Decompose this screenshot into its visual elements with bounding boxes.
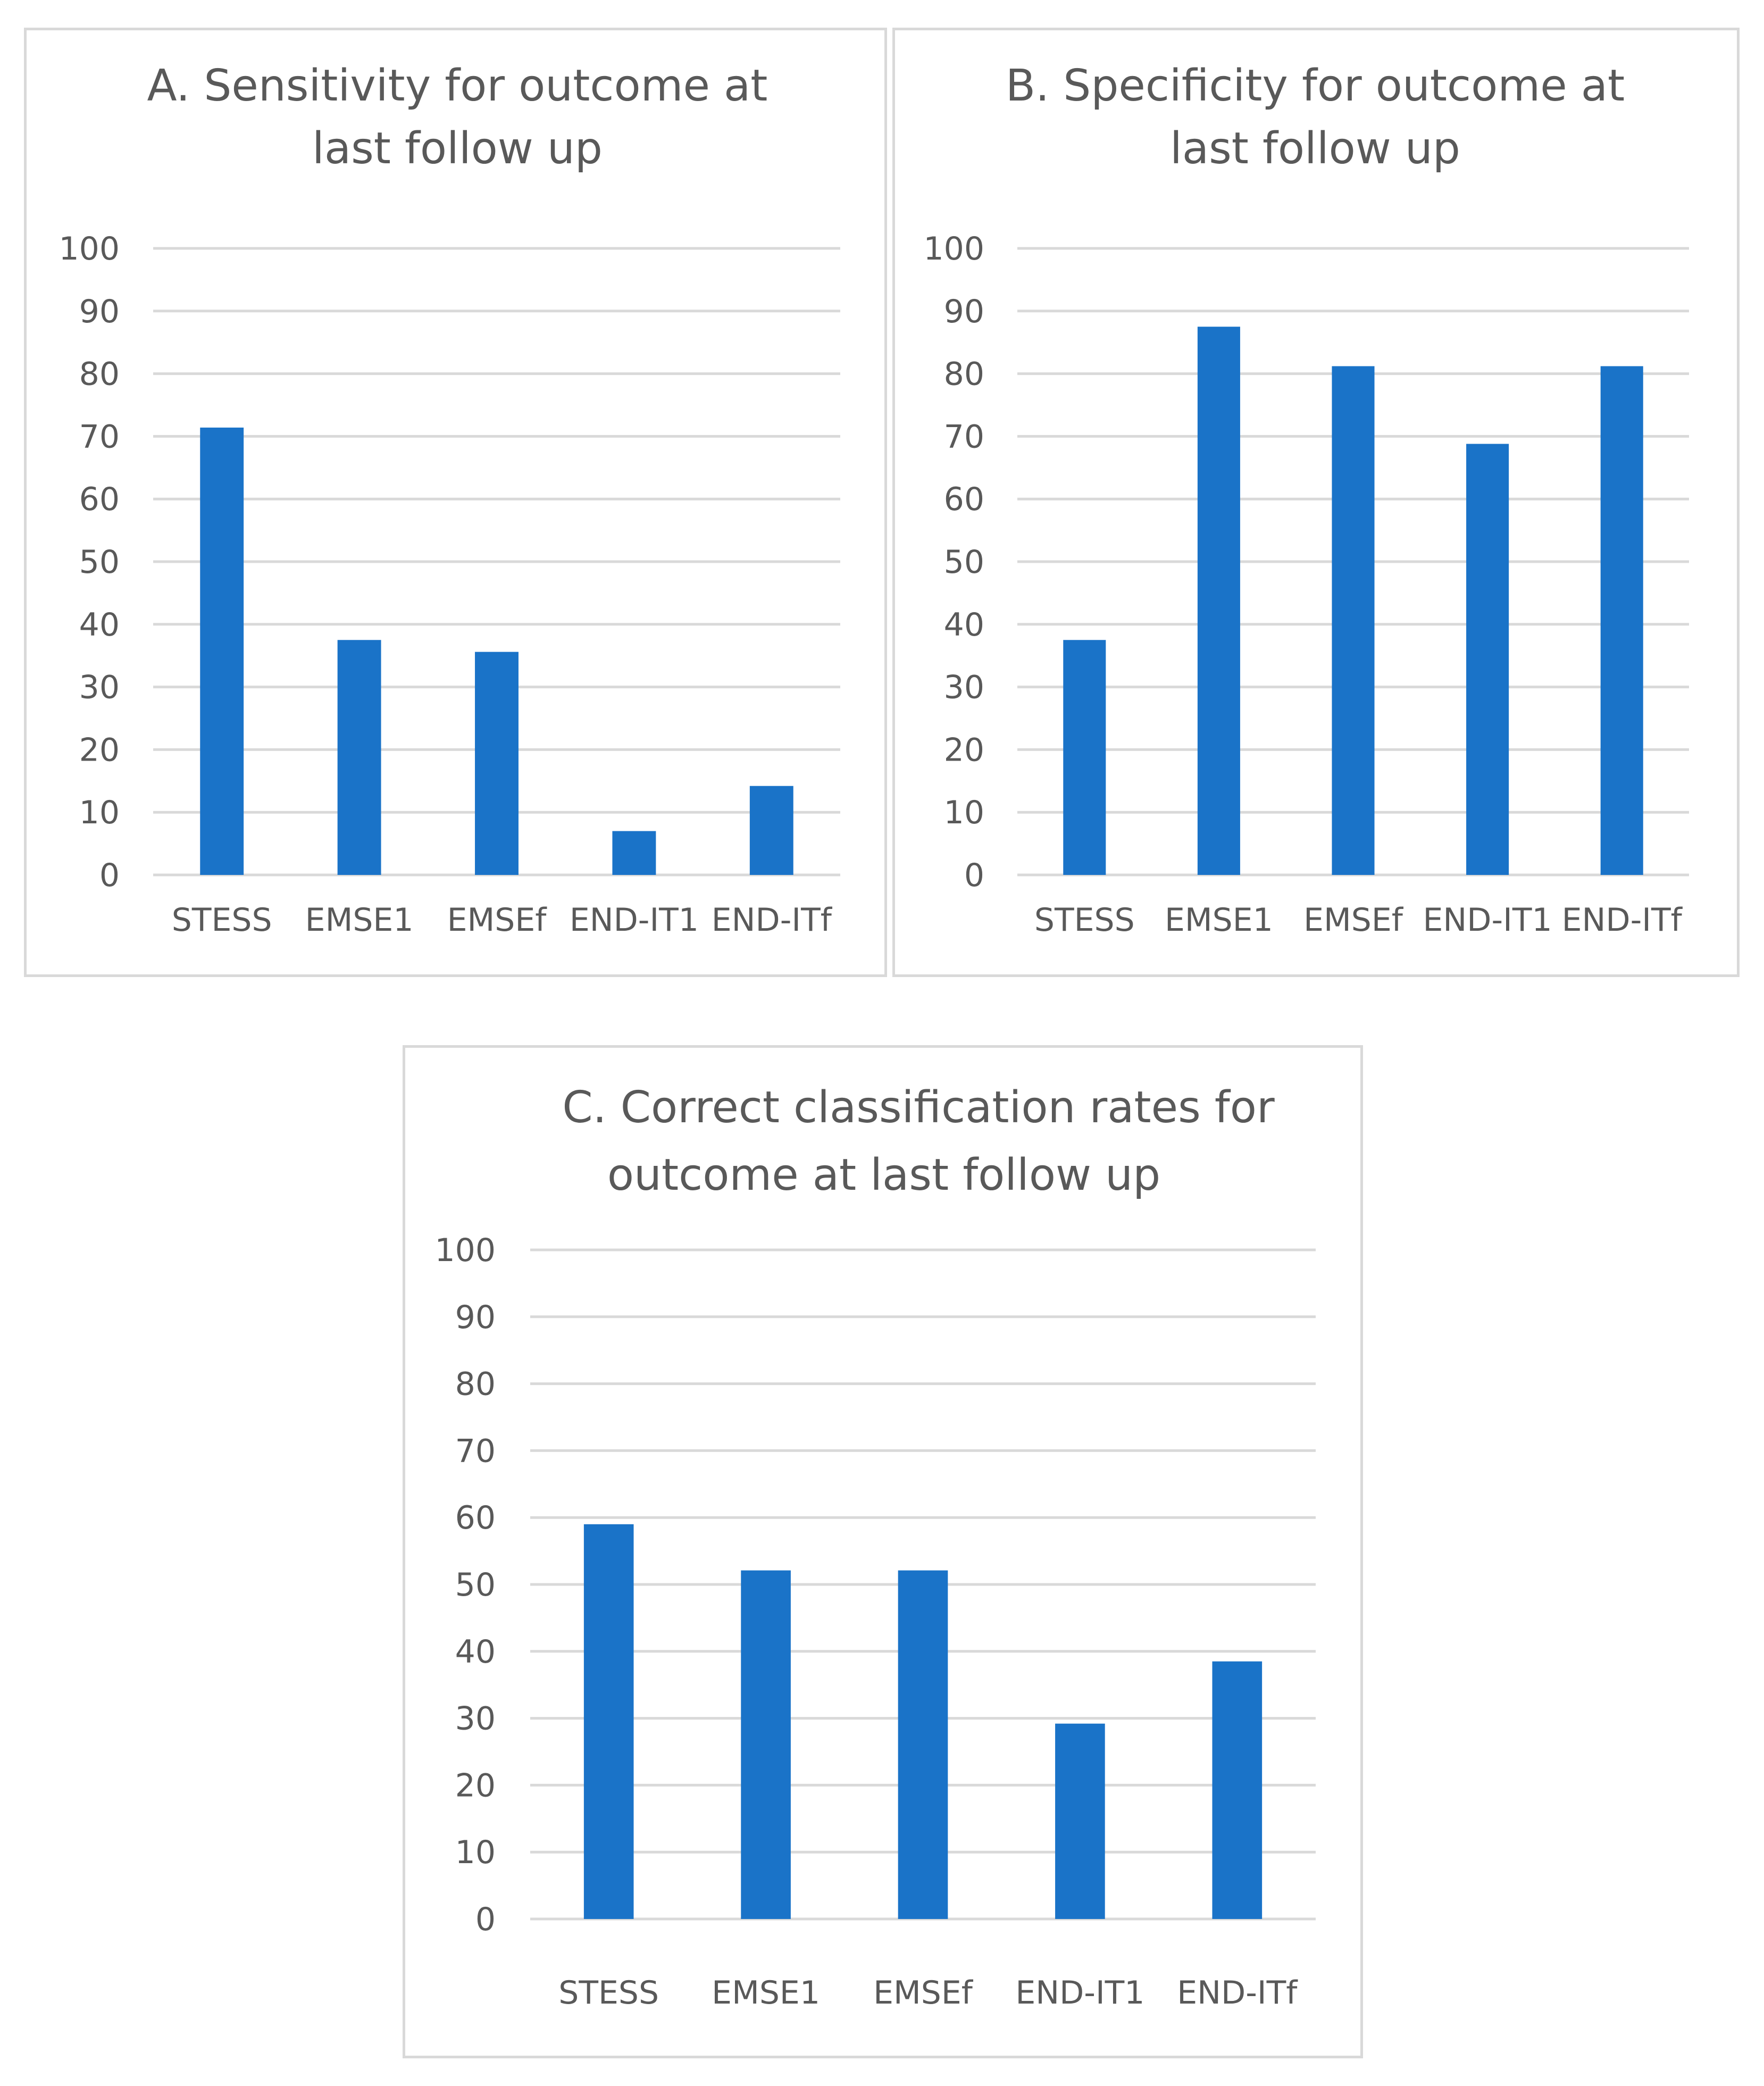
y-tick-label: 0 — [99, 857, 120, 894]
bar-emsef — [898, 1570, 948, 1919]
chart-title-line-2: outcome at last follow up — [607, 1150, 1160, 1200]
bar-emsef — [475, 652, 519, 875]
chart-panel-correct-classification: C. Correct classification rates for outc… — [403, 1045, 1363, 2058]
y-tick-label: 50 — [79, 544, 120, 581]
bar-end-itf — [1600, 366, 1643, 875]
y-tick-label: 20 — [455, 1767, 496, 1804]
y-tick-label: 100 — [58, 230, 120, 268]
chart-title-line-1: C. Correct classification rates for — [562, 1082, 1275, 1133]
bar-emse1 — [1197, 327, 1240, 875]
y-tick-label: 20 — [79, 731, 120, 769]
x-category-label: END-ITf — [1177, 1974, 1298, 2012]
y-tick-label: 80 — [455, 1366, 496, 1403]
y-tick-label: 90 — [944, 293, 984, 330]
x-category-label: END-IT1 — [570, 902, 699, 939]
y-tick-label: 40 — [455, 1633, 496, 1671]
y-tick-label: 10 — [455, 1834, 496, 1871]
plot-area: 0 10 20 30 40 50 60 70 80 90 100 STESS EMSE1 EMSEf END… — [434, 1232, 1316, 2012]
bar-end-it1 — [612, 831, 656, 875]
bar-emse1 — [741, 1570, 791, 1919]
chart-title-line-2: last follow up — [1170, 123, 1460, 174]
plot-area: 0 10 20 30 40 50 60 70 80 90 100 STESS EMSE1 EMSEf END… — [58, 230, 840, 939]
y-tick-label: 50 — [944, 544, 984, 581]
chart-panel-sensitivity: A. Sensitivity for outcome at last follo… — [24, 28, 887, 977]
y-tick-label: 30 — [79, 669, 120, 706]
y-tick-label: 60 — [455, 1499, 496, 1537]
y-tick-label: 40 — [944, 606, 984, 644]
y-tick-label: 100 — [923, 230, 984, 268]
y-tick-label: 10 — [944, 794, 984, 831]
y-tick-label: 60 — [944, 481, 984, 518]
x-category-label: STESS — [558, 1974, 659, 2012]
bar-end-it1 — [1466, 444, 1509, 875]
plot-area: 0 10 20 30 40 50 60 70 80 90 100 STESS EMSE1 EMSEf END… — [923, 230, 1689, 939]
y-tick-label: 70 — [455, 1432, 496, 1470]
x-category-label: EMSEf — [447, 902, 548, 939]
y-tick-label: 20 — [944, 731, 984, 769]
x-category-label: EMSEf — [1303, 902, 1404, 939]
y-tick-label: 30 — [944, 669, 984, 706]
y-tick-label: 100 — [434, 1232, 496, 1269]
y-tick-label: 90 — [455, 1299, 496, 1336]
y-tick-label: 90 — [79, 293, 120, 330]
bar-emsef — [1332, 366, 1375, 875]
chart-title-line-1: A. Sensitivity for outcome at — [147, 61, 768, 111]
x-category-label: STESS — [172, 902, 272, 939]
y-tick-label: 10 — [79, 794, 120, 831]
x-category-label: END-ITf — [712, 902, 833, 939]
y-tick-label: 80 — [944, 356, 984, 393]
x-category-label: EMSE1 — [712, 1974, 820, 2012]
specificity-chart-svg: B. Specificity for outcome at last follo… — [923, 61, 1689, 939]
y-tick-label: 50 — [455, 1566, 496, 1604]
y-tick-label: 0 — [475, 1901, 496, 1938]
chart-title-line-1: B. Specificity for outcome at — [1006, 61, 1625, 111]
y-tick-label: 80 — [79, 356, 120, 393]
y-tick-label: 40 — [79, 606, 120, 644]
bar-stess — [1063, 640, 1106, 875]
x-category-label: EMSE1 — [305, 902, 414, 939]
y-tick-label: 0 — [964, 857, 984, 894]
bar-end-itf — [749, 786, 793, 875]
chart-title-line-2: last follow up — [312, 123, 603, 174]
bar-stess — [200, 427, 244, 875]
bar-stess — [583, 1524, 634, 1919]
x-category-label: STESS — [1034, 902, 1135, 939]
x-category-label: END-ITf — [1562, 902, 1683, 939]
chart-panel-specificity: B. Specificity for outcome at last follo… — [892, 28, 1740, 977]
x-category-label: EMSE1 — [1165, 902, 1273, 939]
bar-end-it1 — [1055, 1723, 1105, 1919]
sensitivity-chart-svg: A. Sensitivity for outcome at last follo… — [58, 61, 840, 939]
correct-classification-chart-svg: C. Correct classification rates for outc… — [434, 1082, 1316, 2012]
y-tick-label: 70 — [79, 418, 120, 455]
y-tick-label: 30 — [455, 1700, 496, 1738]
x-category-label: END-IT1 — [1423, 902, 1552, 939]
y-tick-label: 60 — [79, 481, 120, 518]
bar-end-itf — [1212, 1661, 1263, 1919]
bar-emse1 — [337, 640, 381, 875]
y-tick-label: 70 — [944, 418, 984, 455]
x-category-label: END-IT1 — [1015, 1974, 1144, 2012]
x-category-label: EMSEf — [873, 1974, 974, 2012]
